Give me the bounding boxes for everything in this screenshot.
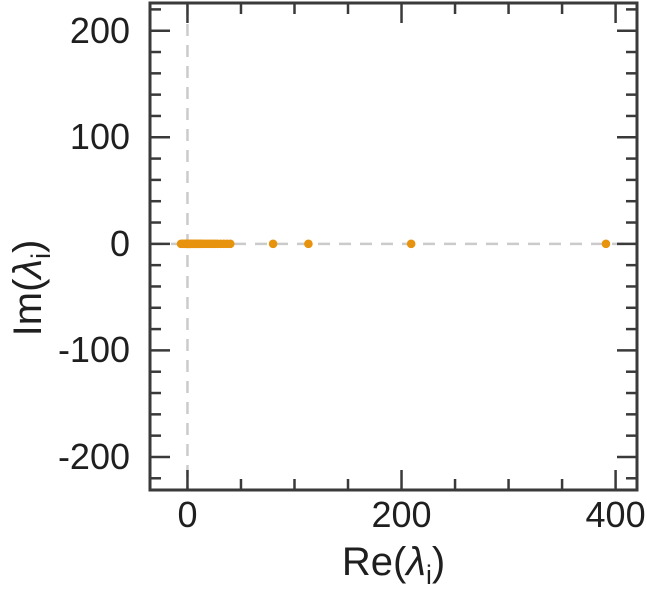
x-axis-title-prefix: Re( [341, 540, 407, 584]
x-axis-title: Re(λi) [150, 540, 637, 588]
x-axis-title-suffix: ) [431, 540, 446, 584]
data-points-eigenvalues [176, 239, 611, 249]
eigenvalue-point [601, 239, 611, 249]
y-tick-label: 200 [69, 9, 130, 51]
eigenvalue-point [225, 239, 235, 249]
y-tick-label: -100 [57, 329, 130, 371]
x-tick-label: 0 [177, 494, 198, 535]
y-tick-label: 100 [69, 116, 130, 158]
zero-reference-lines [150, 3, 637, 490]
eigenvalue-point [304, 239, 313, 249]
tick-marks [150, 3, 637, 490]
x-tick-label: 200 [371, 494, 432, 535]
x-axis-title-subscript: i [425, 560, 432, 591]
axes-frame [148, 1, 639, 492]
eigenvalue-point [268, 239, 278, 249]
y-tick-label: 0 [109, 222, 130, 264]
eigenvalue-point [406, 239, 416, 249]
lambda-symbol: λ [6, 258, 50, 279]
y-axis-title-prefix: Im( [6, 278, 50, 337]
x-tick-label: 400 [585, 494, 646, 535]
y-tick-label: -200 [57, 435, 130, 477]
lambda-symbol: λ [406, 540, 426, 584]
